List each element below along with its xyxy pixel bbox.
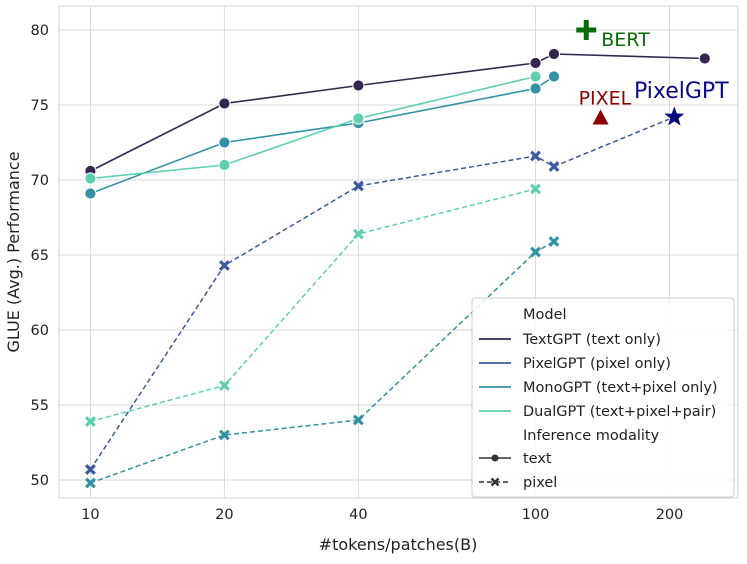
x-tick-label: 10 bbox=[81, 507, 99, 523]
legend-text-marker bbox=[491, 454, 499, 462]
y-tick-label: 50 bbox=[31, 473, 49, 489]
series-2-pixel-point bbox=[352, 414, 364, 426]
series-2-pixel-line bbox=[90, 240, 555, 484]
y-tick-label: 60 bbox=[31, 323, 49, 339]
x-tick-label: 20 bbox=[215, 507, 233, 523]
bert-label: BERT bbox=[601, 29, 650, 51]
series-3-pixel-point bbox=[352, 228, 364, 240]
series-2-pixel-point bbox=[218, 429, 230, 441]
series-1-pixel-point bbox=[84, 464, 96, 475]
legend-title-model: Model bbox=[523, 307, 567, 323]
y-tick-label: 65 bbox=[31, 248, 49, 264]
tick-labels: 10 20 40 100 200 50 55 60 65 70 75 80 bbox=[31, 23, 684, 523]
x-tick-label: 200 bbox=[656, 507, 684, 523]
legend-box bbox=[471, 297, 735, 498]
series-2-text-point bbox=[529, 82, 542, 95]
series-0-text-point bbox=[218, 97, 231, 110]
series-3-text-line bbox=[90, 75, 536, 180]
series-1-pixel-line bbox=[89, 155, 555, 470]
series-2-text-point bbox=[84, 187, 97, 200]
series-3-text-point bbox=[218, 158, 231, 172]
series-3-text-point bbox=[352, 112, 365, 125]
legend-pixel-marker bbox=[490, 477, 500, 487]
y-axis-label: GLUE (Avg.) Performance bbox=[4, 151, 23, 352]
legend-entries: TextGPT (text only) PixelGPT (pixel only)… bbox=[479, 332, 718, 420]
legend-modality-text: text bbox=[523, 451, 552, 467]
series-markers bbox=[84, 47, 711, 489]
series-1-pixel-point bbox=[352, 180, 364, 192]
series-0-text-point bbox=[547, 47, 561, 61]
series-1-pixel-point bbox=[548, 161, 560, 172]
legend-label-1: PixelGPT (pixel only) bbox=[523, 356, 671, 372]
y-tick-label: 70 bbox=[31, 173, 49, 189]
series-0-text-point bbox=[529, 56, 542, 70]
pixel-label: PIXEL bbox=[579, 88, 632, 110]
series-3-text-point bbox=[84, 172, 97, 185]
legend-modality-pixel: pixel bbox=[523, 475, 557, 491]
series-2-text-point bbox=[547, 70, 561, 83]
y-tick-label: 80 bbox=[31, 23, 49, 39]
pixelgpt-label: PixelGPT bbox=[634, 79, 729, 104]
series-0-text-line bbox=[90, 53, 705, 172]
legend: Model TextGPT (text only) PixelGPT (pixel… bbox=[471, 297, 735, 498]
legend-label-0: TextGPT (text only) bbox=[522, 332, 661, 348]
legend-label-2: MonoGPT (text+pixel only) bbox=[523, 380, 718, 396]
series-1-pixel-point bbox=[530, 150, 541, 162]
series-3-pixel-line bbox=[90, 188, 536, 423]
pixel-marker bbox=[592, 109, 609, 125]
series-2-text-point bbox=[218, 136, 231, 149]
x-axis-label: #tokens/patches(B) bbox=[319, 535, 478, 554]
y-tick-label: 75 bbox=[31, 98, 49, 114]
series-0-text-point bbox=[698, 52, 711, 65]
series-3-pixel-point bbox=[84, 416, 96, 427]
series-0-text-point bbox=[352, 79, 365, 92]
pixelgpt-connector-line bbox=[553, 116, 675, 168]
series-1-pixel-point bbox=[218, 260, 230, 271]
bert-marker bbox=[576, 20, 597, 40]
pixelgpt-marker bbox=[661, 103, 688, 128]
series-2-pixel-point bbox=[530, 246, 541, 258]
x-tick-label: 100 bbox=[522, 507, 550, 523]
series-3-pixel-point bbox=[218, 380, 230, 391]
x-tick-label: 40 bbox=[349, 507, 367, 523]
legend-label-3: DualGPT (text+pixel+pair) bbox=[523, 404, 716, 420]
series-lines bbox=[89, 53, 705, 484]
annotations: BERT PIXEL PixelGPT bbox=[576, 20, 729, 128]
series-2-pixel-point bbox=[84, 477, 96, 489]
series-3-text-point bbox=[529, 70, 542, 83]
series-2-pixel-point bbox=[548, 236, 560, 247]
legend-title-modality: Inference modality bbox=[523, 428, 660, 444]
y-tick-label: 55 bbox=[31, 398, 49, 414]
series-3-pixel-point bbox=[530, 183, 541, 195]
